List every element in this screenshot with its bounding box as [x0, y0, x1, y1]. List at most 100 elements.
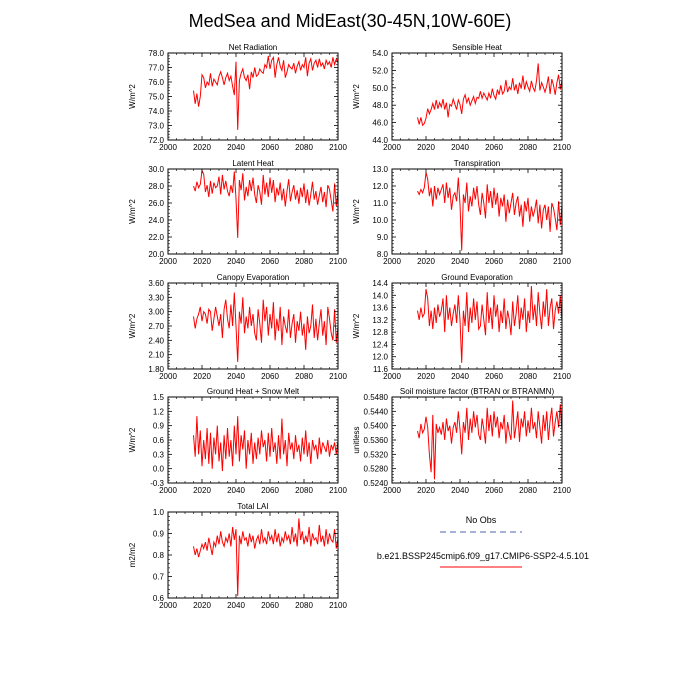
- y-tick-label: 0.8: [153, 551, 165, 560]
- y-tick-label: 1.5: [153, 393, 165, 402]
- x-tick-label: 2040: [227, 143, 245, 152]
- x-tick-label: 2100: [553, 257, 571, 266]
- y-tick-label: 50.0: [372, 84, 388, 93]
- x-tick-label: 2060: [261, 257, 279, 266]
- y-tick-label: 3.00: [148, 308, 164, 317]
- x-tick-label: 2020: [193, 486, 211, 495]
- panel-title: Transpiration: [454, 159, 500, 168]
- y-axis-label: unitless: [352, 426, 361, 453]
- x-tick-label: 2020: [193, 143, 211, 152]
- y-tick-label: 9.0: [377, 233, 389, 242]
- panel-title: Ground Evaporation: [441, 273, 513, 282]
- x-tick-label: 2080: [295, 143, 313, 152]
- panel-title: Latent Heat: [232, 159, 274, 168]
- panel-4: 2000 2020 2040 2060 2080 2100 8.0 9.0 10.0 11.0 12…: [352, 159, 571, 266]
- x-tick-label: 2000: [383, 372, 401, 381]
- x-tick-label: 2100: [553, 372, 571, 381]
- y-tick-label: 13.0: [372, 165, 388, 174]
- x-tick-label: 2060: [261, 486, 279, 495]
- plot-frame: [167, 511, 339, 599]
- y-tick-label: 2.40: [148, 336, 164, 345]
- x-tick-label: 2000: [159, 372, 177, 381]
- y-tick-label: 0.5280: [364, 465, 389, 474]
- x-tick-label: 2000: [159, 486, 177, 495]
- y-tick-label: 3.30: [148, 293, 164, 302]
- x-tick-label: 2020: [417, 486, 435, 495]
- plot-frame: [167, 282, 339, 370]
- series-line: [193, 55, 339, 130]
- panel-title: Net Radiation: [229, 43, 277, 52]
- y-tick-label: 20.0: [148, 250, 164, 259]
- panel-9: 2000 2020 2040 2060 2080 2100 0.6 0.7 0.8 0.9 1.0 T…: [128, 502, 347, 610]
- x-tick-label: 2100: [553, 143, 571, 152]
- y-tick-label: 22.0: [148, 233, 164, 242]
- x-tick-label: 2040: [451, 486, 469, 495]
- panel-2: 2000 2020 2040 2060 2080 2100 44.0 46.0 48.0 50.0…: [352, 43, 571, 152]
- y-axis-label: W/m^2: [128, 84, 137, 109]
- x-tick-label: 2100: [329, 601, 347, 610]
- y-tick-label: 46.0: [372, 119, 388, 128]
- y-axis-label: W/m^2: [128, 313, 137, 338]
- x-tick-label: 2060: [261, 143, 279, 152]
- panel-8: 2000 2020 2040 2060 2080 2100 0.5240 0.5280 0.53…: [352, 387, 571, 495]
- x-tick-label: 2060: [261, 372, 279, 381]
- x-tick-label: 2080: [295, 372, 313, 381]
- x-tick-label: 2100: [329, 143, 347, 152]
- y-axis-label: W/m^2: [352, 84, 361, 109]
- y-tick-label: 14.0: [372, 291, 388, 300]
- x-tick-label: 2080: [295, 601, 313, 610]
- legend-obs-label: No Obs: [466, 515, 497, 525]
- legend: No Obs b.e21.BSSP245cmip6.f09_g17.CMIP6-…: [377, 515, 589, 568]
- panel-7: 2000 2020 2040 2060 2080 2100 -0.3 0.0 0.3 0.6 0.9…: [128, 387, 347, 495]
- plot-frame: [391, 52, 563, 141]
- y-tick-label: 73.0: [148, 122, 164, 131]
- y-tick-label: 0.5240: [364, 479, 389, 488]
- y-tick-label: 77.0: [148, 64, 164, 73]
- y-tick-label: 0.5360: [364, 436, 389, 445]
- x-tick-label: 2060: [485, 372, 503, 381]
- y-tick-label: 14.4: [372, 279, 388, 288]
- x-tick-label: 2040: [227, 486, 245, 495]
- panel-title: Soil moisture factor (BTRAN or BTRANMN): [400, 387, 555, 396]
- x-tick-label: 2080: [519, 486, 537, 495]
- y-axis-label: W/m^2: [128, 427, 137, 452]
- y-tick-label: 0.6: [153, 594, 165, 603]
- x-tick-label: 2020: [193, 257, 211, 266]
- x-tick-label: 2020: [417, 257, 435, 266]
- y-tick-label: 12.4: [372, 340, 388, 349]
- panel-title: Sensible Heat: [452, 43, 503, 52]
- series-line: [193, 168, 339, 238]
- x-tick-label: 2100: [329, 257, 347, 266]
- series-line: [193, 518, 339, 596]
- panel-title: Canopy Evaporation: [217, 273, 290, 282]
- x-tick-label: 2040: [227, 601, 245, 610]
- y-tick-label: 26.0: [148, 199, 164, 208]
- y-tick-label: 0.5320: [364, 450, 389, 459]
- y-tick-label: 1.2: [153, 407, 165, 416]
- series-line: [417, 286, 563, 363]
- x-tick-label: 2100: [329, 486, 347, 495]
- y-tick-label: 0.5480: [364, 393, 389, 402]
- series-line: [417, 63, 563, 127]
- panel-5: 2000 2020 2040 2060 2080 2100 1.80 2.10 2.40 2.70…: [128, 273, 347, 381]
- y-tick-label: 8.0: [377, 250, 389, 259]
- y-tick-label: 75.0: [148, 93, 164, 102]
- y-tick-label: 0.9: [153, 530, 165, 539]
- panel-title: Total LAI: [237, 502, 268, 511]
- y-tick-label: 0.7: [153, 573, 165, 582]
- y-tick-label: 54.0: [372, 49, 388, 58]
- x-tick-label: 2020: [193, 372, 211, 381]
- x-tick-label: 2040: [451, 143, 469, 152]
- y-axis-label: W/m^2: [352, 199, 361, 224]
- plot-frame: [167, 52, 339, 141]
- y-tick-label: 13.2: [372, 316, 388, 325]
- y-tick-label: 24.0: [148, 216, 164, 225]
- x-tick-label: 2060: [485, 257, 503, 266]
- y-tick-label: 2.70: [148, 322, 164, 331]
- y-tick-label: 2.10: [148, 351, 164, 360]
- x-tick-label: 2080: [295, 257, 313, 266]
- y-tick-label: 28.0: [148, 182, 164, 191]
- y-tick-label: 0.9: [153, 422, 165, 431]
- y-tick-label: 76.0: [148, 78, 164, 87]
